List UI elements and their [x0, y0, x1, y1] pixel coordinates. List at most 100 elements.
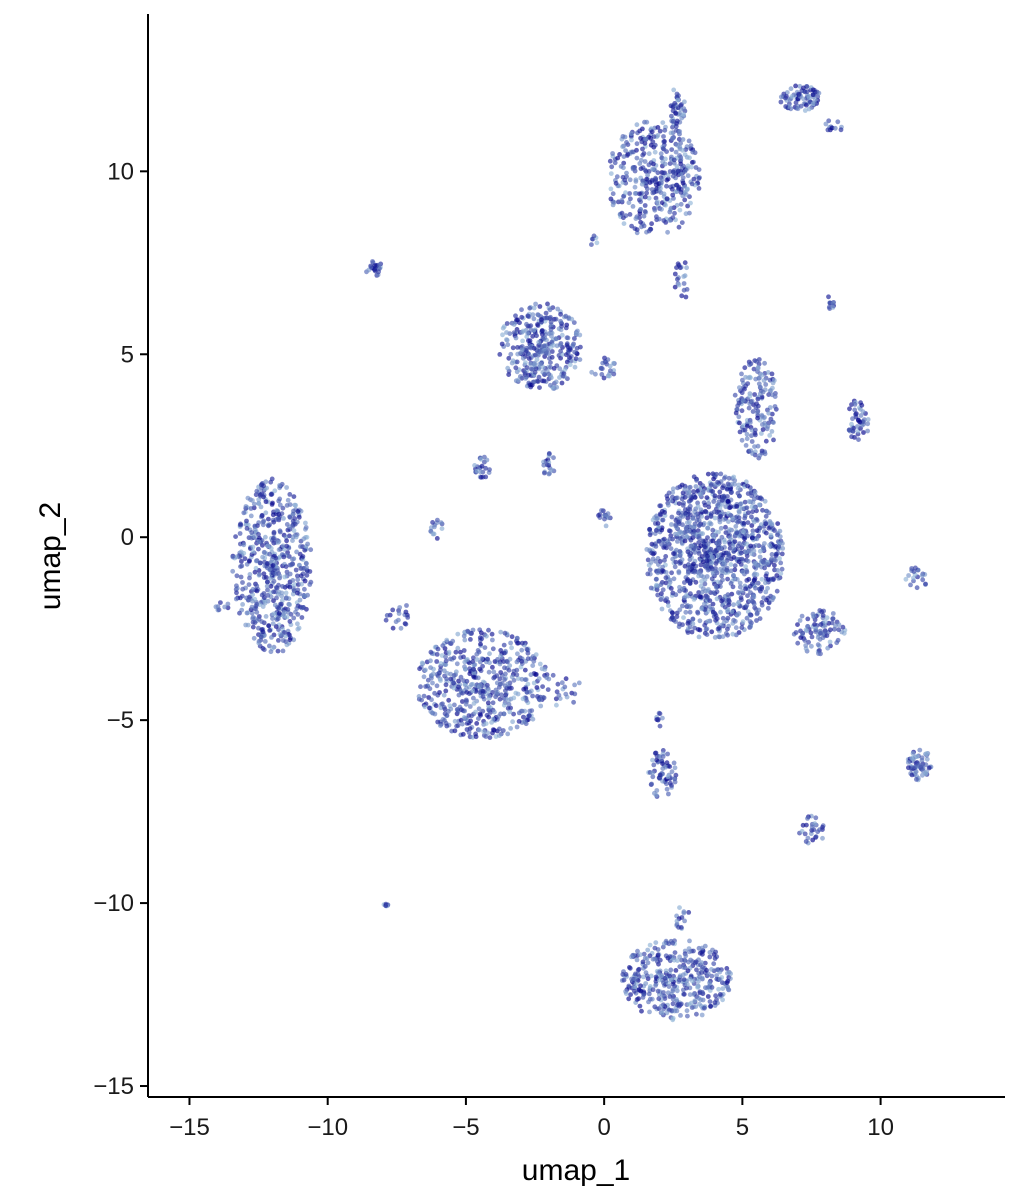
x-tick-label: −10 — [307, 1114, 348, 1141]
scatter-point — [719, 555, 724, 561]
scatter-point — [800, 822, 806, 828]
scatter-point — [213, 604, 219, 610]
scatter-point — [657, 559, 663, 564]
scatter-point — [777, 528, 783, 534]
scatter-point — [752, 392, 757, 397]
scatter-point — [621, 215, 626, 221]
scatter-point — [655, 199, 660, 205]
scatter-point — [636, 987, 642, 992]
scatter-point — [274, 595, 279, 601]
x-tick-label: −15 — [169, 1114, 210, 1141]
scatter-point — [296, 514, 302, 520]
scatter-point — [653, 792, 659, 798]
scatter-point — [543, 351, 549, 357]
scatter-point — [797, 83, 803, 89]
scatter-point — [428, 649, 434, 655]
scatter-point — [608, 196, 614, 202]
scatter-point — [263, 575, 269, 580]
scatter-point — [466, 713, 472, 718]
scatter-point — [655, 170, 661, 176]
scatter-point — [269, 502, 275, 507]
scatter-point — [537, 697, 542, 702]
scatter-point — [727, 545, 733, 551]
scatter-point — [646, 228, 652, 234]
scatter-point — [681, 274, 687, 279]
scatter-point — [655, 970, 661, 975]
scatter-point — [829, 620, 835, 626]
scatter-point — [650, 757, 655, 763]
scatter-point — [687, 503, 693, 509]
scatter-point — [443, 682, 449, 688]
scatter-point — [277, 483, 282, 488]
scatter-point — [720, 634, 726, 639]
scatter-point — [822, 629, 828, 634]
scatter-point — [703, 538, 708, 544]
scatter-point — [737, 584, 743, 590]
scatter-point — [732, 481, 737, 487]
scatter-point — [641, 213, 647, 219]
scatter-point — [526, 713, 532, 719]
scatter-point — [668, 616, 674, 622]
scatter-point — [810, 837, 816, 843]
scatter-point — [438, 723, 443, 728]
scatter-point — [648, 585, 654, 591]
scatter-point — [556, 692, 562, 698]
scatter-point — [250, 498, 255, 503]
scatter-point — [270, 616, 275, 621]
scatter-point — [815, 642, 821, 648]
scatter-point — [646, 151, 652, 157]
scatter-point — [647, 567, 653, 573]
scatter-point — [277, 573, 283, 579]
scatter-point — [269, 635, 274, 640]
scatter-point — [383, 617, 389, 623]
scatter-point — [454, 661, 460, 667]
scatter-point — [733, 410, 739, 416]
scatter-point — [695, 503, 701, 509]
scatter-point — [295, 621, 300, 627]
scatter-point — [735, 485, 741, 491]
scatter-point — [729, 591, 735, 597]
scatter-point — [743, 479, 749, 485]
scatter-point — [692, 998, 698, 1004]
scatter-point — [635, 967, 641, 973]
scatter-point — [546, 451, 552, 456]
scatter-point — [718, 471, 724, 477]
scatter-point — [745, 483, 750, 489]
scatter-point — [766, 410, 772, 416]
scatter-point — [674, 614, 680, 620]
scatter-point — [510, 345, 516, 351]
scatter-point — [418, 684, 423, 690]
scatter-point — [480, 688, 486, 694]
scatter-point — [557, 342, 563, 348]
scatter-point — [773, 553, 779, 559]
scatter-point — [634, 122, 640, 128]
scatter-point — [667, 994, 673, 999]
scatter-point — [759, 576, 765, 582]
scatter-point — [646, 991, 652, 997]
scatter-point — [686, 138, 692, 144]
scatter-point — [685, 515, 691, 521]
scatter-point — [763, 521, 768, 527]
scatter-point — [558, 318, 563, 324]
scatter-point — [805, 624, 810, 629]
scatter-point — [276, 611, 282, 616]
scatter-point — [682, 260, 688, 266]
scatter-point — [739, 408, 745, 414]
scatter-point — [707, 598, 713, 603]
scatter-point — [736, 414, 742, 420]
scatter-point — [460, 699, 465, 704]
scatter-point — [252, 569, 258, 575]
scatter-point — [732, 563, 738, 568]
scatter-point — [532, 362, 538, 368]
scatter-point — [222, 604, 228, 610]
scatter-point — [690, 621, 696, 627]
scatter-point — [662, 975, 668, 981]
scatter-point — [720, 615, 726, 621]
scatter-point — [675, 142, 680, 148]
scatter-point — [713, 993, 718, 999]
scatter-point — [557, 366, 563, 372]
scatter-point — [648, 973, 654, 979]
scatter-point — [471, 670, 477, 676]
scatter-point — [917, 747, 923, 753]
scatter-point — [290, 538, 295, 543]
